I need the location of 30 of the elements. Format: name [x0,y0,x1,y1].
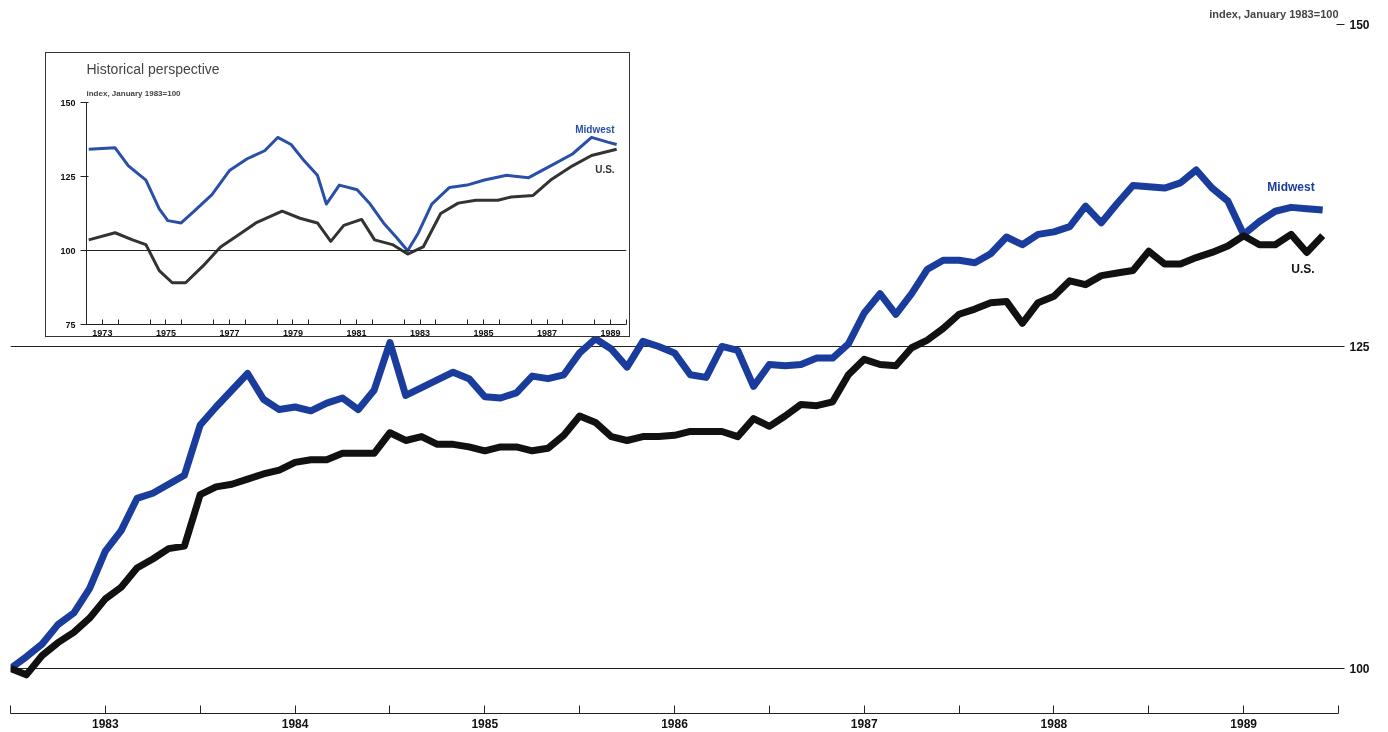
x-tick-label: 1979 [282,327,303,338]
x-tick-label: 1975 [155,327,176,338]
x-tick-label: 1987 [537,327,558,338]
x-tick-label: 1973 [92,327,113,338]
series-label: Midwest [1267,179,1315,194]
x-tick-label: 1985 [473,327,494,338]
x-tick-label: 1987 [850,716,878,731]
x-tick-label: 1985 [471,716,499,731]
y-axis-title: index, January 1983=100 [86,88,182,98]
chart-title: Historical perspective [86,60,220,77]
y-tick-label: 125 [1349,339,1370,354]
y-tick-label: 100 [60,245,76,256]
x-tick-label: 1984 [281,716,309,731]
y-axis-title: index, January 1983=100 [1209,7,1339,20]
y-tick-label: 150 [60,97,76,108]
x-tick-label: 1981 [346,327,367,338]
series-label: U.S. [1291,261,1315,276]
series-label: Midwest [575,123,616,135]
y-tick-label: 75 [65,319,76,330]
x-tick-label: 1989 [600,327,621,338]
x-tick-label: 1986 [661,716,689,731]
y-tick-label: 125 [60,171,76,182]
x-tick-label: 1983 [92,716,120,731]
x-tick-label: 1983 [410,327,431,338]
y-tick-label: 100 [1349,661,1370,676]
x-tick-label: 1977 [219,327,240,338]
x-tick-label: 1988 [1040,716,1068,731]
series-label: U.S. [595,164,615,176]
y-tick-label: 150 [1349,18,1370,32]
x-tick-label: 1989 [1230,716,1258,731]
